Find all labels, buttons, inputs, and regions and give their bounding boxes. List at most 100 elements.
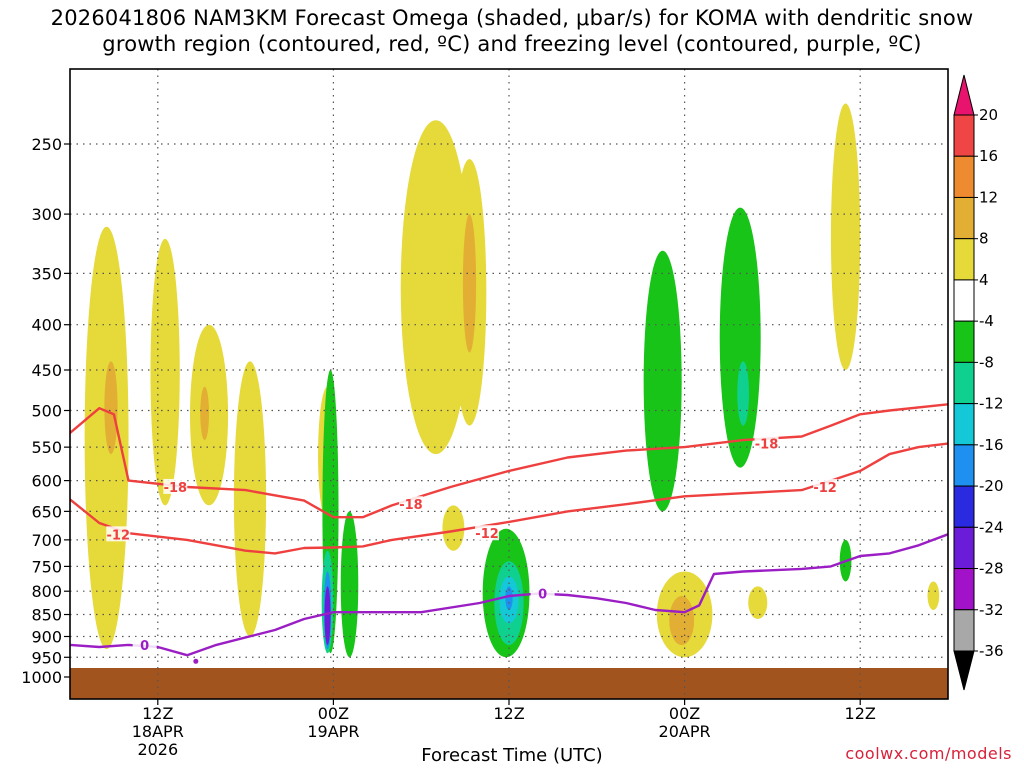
omega-blob-16 [927, 581, 940, 610]
colorbar-swatch [953, 196, 975, 240]
contour-label: -12 [813, 481, 837, 496]
contour-label-layer: -18 -18 -18 -12 -12 -12 0 0 [106, 435, 838, 654]
y-tick-label: 450 [31, 361, 62, 380]
y-tick-label: 500 [31, 402, 62, 421]
colorbar-label: 12 [979, 188, 998, 206]
colorbar-label: -36 [979, 642, 1004, 660]
y-tick-label: 750 [31, 557, 62, 576]
colorbar-swatch [953, 238, 975, 281]
omega-blob-25 [505, 586, 513, 610]
colorbar-label: -24 [979, 518, 1004, 536]
colorbar-top-arrow [953, 74, 975, 116]
y-tick-label: 1000 [21, 668, 62, 687]
contour-label-bg [163, 478, 188, 494]
colorbar-label: 4 [979, 271, 989, 289]
x-tick-label: 00Z [669, 704, 700, 723]
y-tick-label: 950 [31, 648, 62, 667]
contour-label: -18 [399, 498, 423, 513]
colorbar-swatch [953, 155, 975, 198]
x-tick-label: 12Z [845, 704, 876, 723]
x-tick-date: 19APR [307, 722, 359, 741]
omega-blob-1 [104, 361, 118, 455]
colorbar-swatch [953, 403, 975, 446]
colorbar-swatch [953, 609, 975, 652]
x-tick-label: 12Z [493, 704, 524, 723]
chart-title-line-2: growth region (contoured, red, ºC) and f… [102, 32, 922, 56]
contour-label: -18 [755, 438, 779, 453]
contour-label: 0 [538, 588, 547, 603]
omega-blob-11 [442, 505, 465, 551]
y-tick-label: 300 [31, 205, 62, 224]
y-tick-label: 600 [31, 472, 62, 491]
colorbar-label: -28 [979, 560, 1004, 578]
omega-blob-26 [643, 250, 682, 512]
colorbar: 20 16 12 8 4 -4 -8 -12 -16 -20 -24 -28 -32 -36 [953, 74, 1004, 691]
colorbar-label: -4 [979, 312, 994, 330]
x-tick-date: 18APR [132, 722, 184, 741]
colorbar-label: 8 [979, 230, 989, 248]
colorbar-swatch [953, 485, 975, 528]
contour-label: 0 [140, 639, 149, 654]
omega-blob-10 [462, 214, 477, 353]
contour-label-bg [132, 636, 157, 652]
colorbar-label: -32 [979, 601, 1004, 619]
omega-blob-13 [669, 595, 695, 645]
colorbar-swatch [953, 526, 975, 570]
colorbar-label: -12 [979, 395, 1004, 413]
chart-title-line-1: 2026041806 NAM3KM Forecast Omega (shaded… [50, 6, 974, 30]
omega-blob-3 [189, 324, 229, 506]
y-tick-label: 550 [31, 438, 62, 457]
source-credit[interactable]: coolwx.com/models [845, 744, 1012, 763]
contour-label: -12 [475, 527, 499, 542]
contour-label: -12 [107, 528, 131, 543]
colorbar-swatch [953, 568, 975, 611]
contour-label-bg [754, 435, 779, 451]
y-tick-label: 850 [31, 606, 62, 625]
isotherm-minus18-line [70, 403, 948, 519]
y-axis: 250 300 350 400 450 500 550 600 650 700 750 800 850 9… [21, 135, 70, 687]
colorbar-bottom-arrow [953, 650, 975, 691]
y-tick-label: 800 [31, 582, 62, 601]
contour-label-bg [475, 525, 500, 541]
contour-label-bg [813, 478, 838, 494]
y-tick-label: 650 [31, 502, 62, 521]
omega-blob-27 [719, 207, 761, 468]
contour-label-bg [530, 585, 555, 601]
freezing-level-dot [193, 658, 199, 664]
omega-blob-2 [150, 238, 180, 506]
y-tick-label: 400 [31, 316, 62, 335]
colorbar-label: -20 [979, 477, 1004, 495]
colorbar-label: 16 [979, 147, 998, 165]
omega-blob-18 [340, 511, 359, 658]
omega-blob-28 [737, 361, 749, 426]
contour-label: -18 [164, 481, 188, 496]
x-tick-label: 12Z [142, 704, 173, 723]
x-axis-title: Forecast Time (UTC) [421, 745, 603, 766]
colorbar-label: 20 [979, 106, 998, 124]
omega-blob-4 [200, 386, 210, 441]
y-tick-label: 350 [31, 264, 62, 283]
omega-blob-15 [830, 103, 861, 370]
x-tick-year: 2026 [137, 740, 178, 759]
colorbar-swatch [953, 279, 975, 322]
omega-blob-5 [233, 361, 267, 637]
omega-shading-layer [84, 103, 940, 658]
x-tick-date: 20APR [659, 722, 711, 741]
contour-label-bg [398, 496, 423, 512]
x-tick-label: 00Z [318, 704, 349, 723]
colorbar-swatch [953, 114, 975, 157]
omega-blob-14 [748, 586, 768, 620]
contour-label-bg [106, 526, 131, 542]
colorbar-label: -16 [979, 436, 1004, 454]
omega-blob-21 [324, 586, 331, 645]
colorbar-swatch [953, 361, 975, 405]
colorbar-label: -8 [979, 353, 994, 371]
y-tick-label: 250 [31, 135, 62, 154]
colorbar-swatch [953, 444, 975, 487]
y-tick-label: 900 [31, 627, 62, 646]
omega-blob-8 [400, 120, 471, 455]
colorbar-swatch [953, 320, 975, 363]
grid-layer [70, 69, 948, 699]
